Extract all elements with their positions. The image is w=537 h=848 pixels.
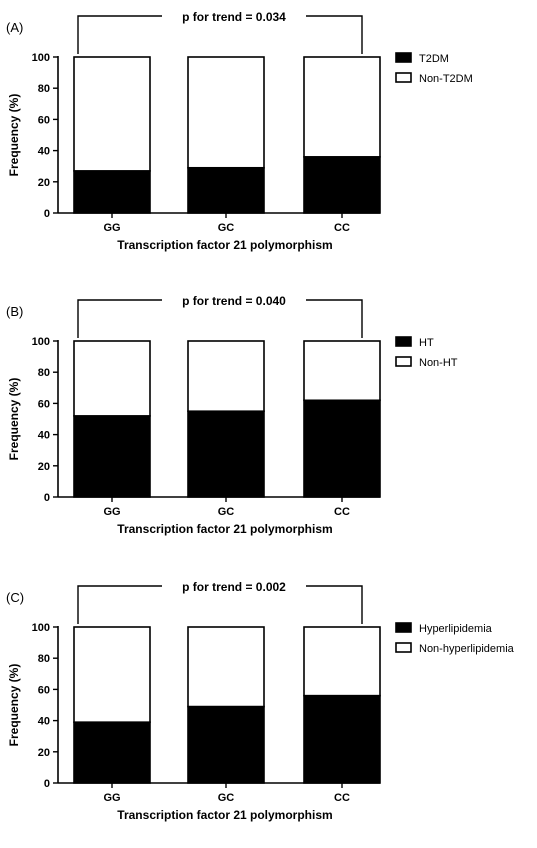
- legend-label: Non-T2DM: [419, 73, 473, 85]
- bar-gg-non-t2dm: [73, 56, 151, 172]
- bar-gg-t2dm: [73, 170, 151, 214]
- y-tick-label: 40: [38, 716, 50, 728]
- trend-label: p for trend = 0.002: [182, 580, 286, 594]
- bar-cc-ht: [303, 399, 381, 498]
- legend-swatch: [395, 642, 412, 653]
- legend-label: Non-HT: [419, 357, 458, 369]
- x-axis-title: Transcription factor 21 polymorphism: [117, 808, 332, 822]
- x-tick-label: GC: [218, 222, 235, 234]
- y-tick-label: 60: [38, 684, 50, 696]
- panel-a: (A) p for trend = 0.034 0 20 40 60 80 100 GG GC CC…: [0, 0, 537, 278]
- y-tick-label: 40: [38, 430, 50, 442]
- legend-swatch: [395, 336, 412, 347]
- bar-cc-hyperlipidemia: [303, 694, 381, 784]
- y-tick-label: 40: [38, 146, 50, 158]
- bar-gg-non-ht: [73, 340, 151, 417]
- bar-gg-hyperlipidemia: [73, 721, 151, 784]
- y-tick-label: 80: [38, 653, 50, 665]
- panel-label: (C): [6, 590, 24, 605]
- y-tick-label: 20: [38, 461, 50, 473]
- bar-cc-non-hyperlipidemia: [303, 626, 381, 697]
- bar-cc-non-t2dm: [303, 56, 381, 158]
- legend-swatch: [395, 72, 412, 83]
- y-axis-title: Frequency (%): [7, 378, 21, 461]
- y-axis-title: Frequency (%): [7, 664, 21, 747]
- legend-swatch: [395, 356, 412, 367]
- bar-gc-non-hyperlipidemia: [187, 626, 265, 708]
- y-tick-label: 20: [38, 747, 50, 759]
- y-tick-label: 80: [38, 367, 50, 379]
- y-tick-label: 0: [44, 492, 50, 504]
- panel-label: (B): [6, 304, 23, 319]
- x-tick-label: CC: [334, 792, 350, 804]
- x-tick-label: CC: [334, 506, 350, 518]
- y-tick-label: 0: [44, 208, 50, 220]
- bar-gg-non-hyperlipidemia: [73, 626, 151, 723]
- panel-c: (C) p for trend = 0.002 0 20 40 60 80 100 GG GC CC…: [0, 570, 537, 848]
- y-axis-title: Frequency (%): [7, 94, 21, 177]
- bar-gg-ht: [73, 415, 151, 498]
- chart-svg: (B) p for trend = 0.040 0 20 40 60 80 100 GG GC CC…: [6, 294, 458, 536]
- y-tick-label: 60: [38, 114, 50, 126]
- legend-label: Hyperlipidemia: [419, 623, 493, 635]
- legend-swatch: [395, 622, 412, 633]
- x-axis-title: Transcription factor 21 polymorphism: [117, 522, 332, 536]
- legend-label: HT: [419, 337, 434, 349]
- x-tick-label: GG: [103, 222, 120, 234]
- y-tick-label: 100: [32, 336, 50, 348]
- x-tick-label: CC: [334, 222, 350, 234]
- y-tick-label: 80: [38, 83, 50, 95]
- chart-svg: (C) p for trend = 0.002 0 20 40 60 80 100 GG GC CC…: [6, 580, 515, 822]
- x-tick-label: GC: [218, 506, 235, 518]
- y-tick-label: 0: [44, 778, 50, 790]
- trend-bracket-right: [306, 299, 363, 338]
- x-tick-label: GG: [103, 506, 120, 518]
- trend-bracket-left: [77, 15, 162, 54]
- chart-svg: (A) p for trend = 0.034 0 20 40 60 80 100 GG GC CC…: [6, 10, 473, 252]
- trend-bracket-right: [306, 15, 363, 54]
- trend-label: p for trend = 0.034: [182, 10, 286, 24]
- bar-gc-ht: [187, 410, 265, 498]
- legend-label: Non-hyperlipidemia: [419, 643, 515, 655]
- bar-gc-t2dm: [187, 166, 265, 214]
- trend-bracket-right: [306, 585, 363, 624]
- x-axis-title: Transcription factor 21 polymorphism: [117, 238, 332, 252]
- trend-label: p for trend = 0.040: [182, 294, 286, 308]
- bar-cc-non-ht: [303, 340, 381, 402]
- bar-gc-non-t2dm: [187, 56, 265, 169]
- y-tick-label: 60: [38, 398, 50, 410]
- legend-swatch: [395, 52, 412, 63]
- y-tick-label: 100: [32, 52, 50, 64]
- bar-cc-t2dm: [303, 156, 381, 214]
- x-tick-label: GG: [103, 792, 120, 804]
- y-tick-label: 20: [38, 177, 50, 189]
- x-tick-label: GC: [218, 792, 235, 804]
- trend-bracket-left: [77, 585, 162, 624]
- bar-gc-non-ht: [187, 340, 265, 412]
- panel-label: (A): [6, 20, 23, 35]
- trend-bracket-left: [77, 299, 162, 338]
- legend-label: T2DM: [419, 53, 449, 65]
- bar-gc-hyperlipidemia: [187, 705, 265, 784]
- y-tick-label: 100: [32, 622, 50, 634]
- panel-b: (B) p for trend = 0.040 0 20 40 60 80 100 GG GC CC…: [0, 284, 537, 562]
